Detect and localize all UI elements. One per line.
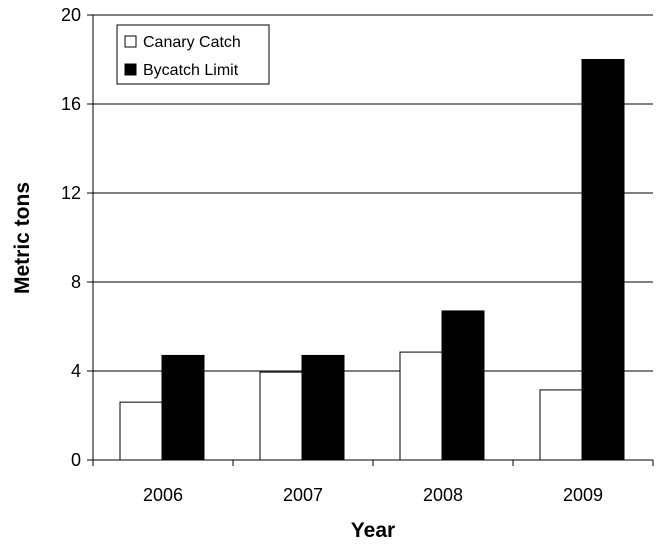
- gridlines: [93, 14, 653, 372]
- bar-canary-catch-2008: [399, 351, 443, 461]
- y-tick-label-12: 12: [61, 183, 81, 203]
- x-axis-title: Year: [351, 519, 395, 542]
- y-tick-label-8: 8: [71, 272, 81, 292]
- x-tick-label-2007: 2007: [283, 485, 323, 505]
- bar-canary-catch-2006: [119, 401, 163, 461]
- y-axis-title: Metric tons: [11, 182, 34, 294]
- bars: [119, 59, 625, 461]
- y-tick-label-20: 20: [61, 5, 81, 25]
- bar-bycatch-limit-2008: [441, 310, 485, 461]
- y-tick-label-16: 16: [61, 94, 81, 114]
- bar-canary-catch-2009: [539, 389, 583, 461]
- legend-label-bycatch-limit: Bycatch Limit: [143, 62, 239, 79]
- x-tick-label-2009: 2009: [563, 485, 603, 505]
- bar-bycatch-limit-2007: [301, 354, 345, 461]
- x-tick-label-2008: 2008: [423, 485, 463, 505]
- bar-canary-catch-2007: [259, 371, 303, 461]
- bar-bycatch-limit-2006: [161, 354, 205, 461]
- legend-swatch-canary-catch: [124, 35, 137, 48]
- legend-swatch-bycatch-limit: [124, 63, 137, 76]
- x-tick-label-2006: 2006: [143, 485, 183, 505]
- axes: [87, 14, 654, 466]
- x-tick-labels: 2006 2007 2008 2009: [143, 485, 603, 505]
- bar-bycatch-limit-2009: [581, 59, 625, 461]
- legend-box: [116, 24, 270, 85]
- y-tick-label-0: 0: [71, 450, 81, 470]
- legend-label-canary-catch: Canary Catch: [143, 34, 241, 51]
- legend: Canary Catch Bycatch Limit: [116, 24, 270, 85]
- y-tick-labels: 0 4 8 12 16 20: [61, 5, 81, 470]
- y-tick-label-4: 4: [71, 361, 81, 381]
